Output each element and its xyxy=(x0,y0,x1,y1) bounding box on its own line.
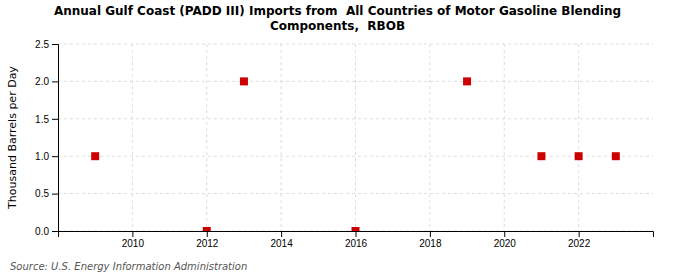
x-axis: 2010 2012 2014 2016 2018 2020 2022 xyxy=(59,231,654,249)
tick: 2016 xyxy=(345,231,368,249)
source: Source: U.S. Energy Information Administ… xyxy=(10,261,247,272)
tick-mark xyxy=(356,231,357,237)
tick-label: 2.5 xyxy=(35,39,49,50)
tick-label: 2012 xyxy=(196,238,219,249)
tick-mark xyxy=(52,119,58,120)
tick-label: 2.0 xyxy=(35,76,49,87)
grid-line xyxy=(58,156,653,157)
grid-line xyxy=(206,44,207,231)
tick: 2014 xyxy=(271,231,294,249)
tick: 0.5 xyxy=(35,188,58,199)
title: Annual Gulf Coast (PADD III) Imports fro… xyxy=(54,4,621,33)
tick-mark xyxy=(207,231,208,237)
tick-mark xyxy=(281,231,282,237)
point xyxy=(240,77,248,85)
tick: 2022 xyxy=(568,231,591,249)
grid-line xyxy=(578,44,579,231)
tick: 2.5 xyxy=(35,39,58,50)
tick: 2018 xyxy=(419,231,442,249)
point xyxy=(575,152,583,160)
tick: 0.0 xyxy=(35,226,58,237)
title-line: Components, RBOB xyxy=(270,19,405,33)
tick-label: 1.5 xyxy=(35,114,49,125)
tick-mark xyxy=(52,81,58,82)
grid-line xyxy=(281,44,282,231)
tick-label: 1.0 xyxy=(35,151,49,162)
grid-line xyxy=(429,44,430,231)
point xyxy=(612,152,620,160)
tick: 1.0 xyxy=(35,151,58,162)
point xyxy=(352,227,360,231)
tick-mark xyxy=(430,231,431,237)
point xyxy=(463,77,471,85)
tick: 1.5 xyxy=(35,114,58,125)
tick: 2.0 xyxy=(35,76,58,87)
tick-mark xyxy=(132,231,133,237)
grid-line xyxy=(132,44,133,231)
tick-label: 0.5 xyxy=(35,188,49,199)
tick-mark xyxy=(579,231,580,237)
tick-mark xyxy=(52,194,58,195)
axis-line xyxy=(52,45,59,232)
tick-mark xyxy=(52,44,58,45)
plot: 2010 2012 2014 2016 2018 2020 2022 0.0 0.5 1.0 1.5… xyxy=(6,39,654,249)
tick-mark xyxy=(52,156,58,157)
tick: 2010 xyxy=(122,231,145,249)
tick-mark xyxy=(504,231,505,237)
y-axis-label: Thousand Barrels per Day xyxy=(6,66,19,210)
tick-label: 2018 xyxy=(419,238,442,249)
tick-mark xyxy=(52,231,58,232)
points xyxy=(91,77,620,231)
tick: 2012 xyxy=(196,231,219,249)
grid-line xyxy=(58,193,653,194)
point xyxy=(203,227,211,231)
tick-label: 2016 xyxy=(345,238,368,249)
title-line: Annual Gulf Coast (PADD III) Imports fro… xyxy=(54,4,621,18)
tick-label: 0.0 xyxy=(35,226,49,237)
chart: Annual Gulf Coast (PADD III) Imports fro… xyxy=(0,0,675,275)
tick-label: 2014 xyxy=(271,238,294,249)
point xyxy=(91,152,99,160)
tick-label: 2020 xyxy=(494,238,517,249)
grid-line xyxy=(504,44,505,231)
point xyxy=(537,152,545,160)
y-axis: 0.0 0.5 1.0 1.5 2.0 2.5 xyxy=(35,39,58,237)
grid-line xyxy=(355,44,356,231)
tick-label: 2022 xyxy=(568,238,591,249)
tick: 2020 xyxy=(494,231,517,249)
tick-label: 2010 xyxy=(122,238,145,249)
axis-line xyxy=(59,232,654,238)
grid xyxy=(58,44,653,231)
